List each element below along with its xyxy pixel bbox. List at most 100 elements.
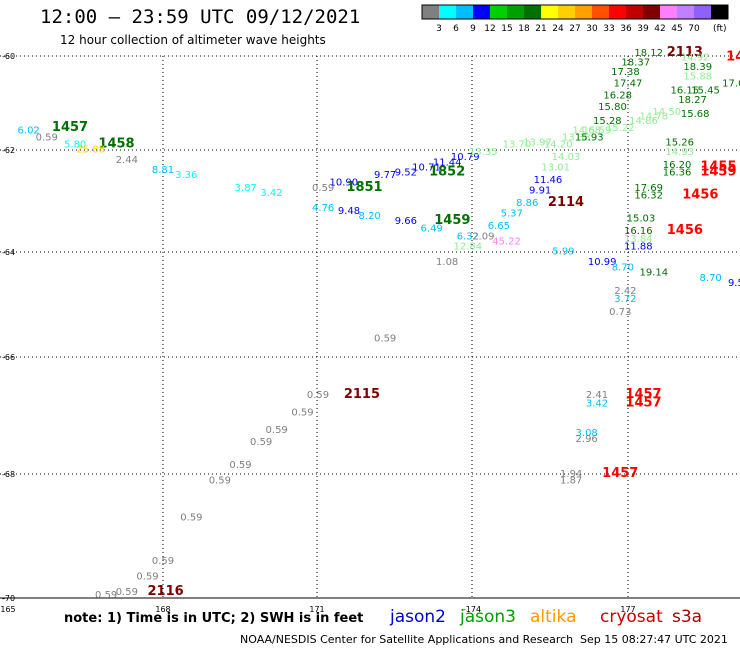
satellite-jason2: jason2 xyxy=(390,607,446,627)
wave-height-label: 9.77 xyxy=(374,170,396,181)
wave-height-label: 2.41 xyxy=(586,390,608,401)
wave-height-label: 0.59 xyxy=(116,587,138,598)
lon-label: 165 xyxy=(0,605,15,614)
credit-text: NOAA/NESDIS Center for Satellite Applica… xyxy=(240,633,574,646)
legend-label: 45 xyxy=(671,24,682,34)
legend-swatch xyxy=(711,5,728,19)
lat-label: -62 xyxy=(2,146,15,155)
time-label: 2115 xyxy=(344,387,380,402)
wave-height-label: 10.79 xyxy=(451,152,480,163)
wave-height-label: 18.27 xyxy=(678,95,707,106)
satellite-jason3: jason3 xyxy=(460,607,516,627)
time-label: 1456 xyxy=(682,187,718,202)
legend-swatch xyxy=(694,5,711,19)
wave-height-label: 0.59 xyxy=(291,408,313,419)
legend-label: 6 xyxy=(453,24,459,34)
legend-label: 42 xyxy=(654,24,665,34)
legend-swatch xyxy=(609,5,626,19)
wave-height-label: 1.94 xyxy=(560,469,582,480)
satellite-altika: altika xyxy=(530,607,577,627)
wave-height-label: 14.20 xyxy=(544,140,573,151)
legend-swatch xyxy=(677,5,694,19)
wave-height-label: 15.28 xyxy=(593,116,622,127)
wave-height-label: 2.96 xyxy=(576,434,598,445)
wave-height-label: 13.70 xyxy=(503,140,532,151)
wave-height-label: 18.39 xyxy=(683,62,712,73)
wave-height-label: 8.70 xyxy=(700,273,722,284)
wave-height-label: 9.53 xyxy=(728,278,740,289)
time-label: 1458 xyxy=(98,137,134,152)
wave-height-label: 4.76 xyxy=(312,203,334,214)
wave-height-label: 13.97 xyxy=(523,137,552,148)
wave-height-label: 15.68 xyxy=(681,109,710,120)
color-legend: 3 6 9 12 15 18 21 24 27 30 33 36 39 42 45 70 (ft) xyxy=(421,4,729,34)
wave-height-label: 13.35 xyxy=(469,147,498,158)
time-label: 2116 xyxy=(147,584,183,599)
wave-height-label: 8.70 xyxy=(612,262,634,273)
wave-height-label: 15.88 xyxy=(683,72,712,83)
wave-height-label: 2.42 xyxy=(614,286,636,297)
wave-height-label: 3.87 xyxy=(235,183,257,194)
wave-height-label: 0.59 xyxy=(209,475,231,486)
map-title: 12:00 – 23:59 UTC 09/12/2021 xyxy=(40,6,361,28)
wave-height-label: 6.65 xyxy=(488,221,510,232)
wave-height-label: 6.49 xyxy=(421,224,443,235)
legend-swatch xyxy=(524,5,541,19)
lon-label: 168 xyxy=(155,605,170,614)
time-label: 1459 xyxy=(700,165,736,180)
wave-height-label: 0.59 xyxy=(250,437,272,448)
time-label: 1456 xyxy=(667,223,703,238)
wave-height-label: 11.46 xyxy=(534,175,563,186)
legend-label: 27 xyxy=(569,24,580,34)
units-note: note: 1) Time is in UTC; 2) SWH is in fe… xyxy=(64,611,364,626)
legend-swatch xyxy=(558,5,575,19)
wave-height-label: 0.59 xyxy=(136,571,158,582)
wave-height-label: 8.81 xyxy=(152,165,174,176)
time-label: 2114 xyxy=(548,195,584,210)
legend-swatch xyxy=(473,5,490,19)
wave-height-label: 14.78 xyxy=(640,111,669,122)
legend-swatch xyxy=(575,5,592,19)
wave-height-label: 5.80 xyxy=(64,140,86,151)
lat-label: -66 xyxy=(2,353,15,362)
legend-unit: (ft) xyxy=(713,24,727,34)
legend-label: 15 xyxy=(501,24,512,34)
legend-swatch xyxy=(422,5,439,19)
time-label: 1457 xyxy=(625,396,661,411)
wave-height-label: 11.44 xyxy=(433,157,462,168)
time-label: 1457 xyxy=(52,120,88,135)
wave-height-label: 16.36 xyxy=(663,168,692,179)
wave-height-label: 17.38 xyxy=(611,67,640,78)
wave-height-label: 14.68 xyxy=(572,126,601,137)
wave-height-label: 0.59 xyxy=(266,425,288,436)
wave-height-label: 0.59 xyxy=(374,333,396,344)
wave-height-label: 9.66 xyxy=(395,216,417,227)
wave-height-label: 16.15 xyxy=(671,86,700,97)
map-subtitle: 12 hour collection of altimeter wave hei… xyxy=(60,33,326,47)
time-label: 1455 xyxy=(700,159,736,174)
wave-height-label: 1.08 xyxy=(436,257,458,268)
wave-height-label: 9.48 xyxy=(338,206,360,217)
wave-height-label: 15.45 xyxy=(691,86,720,97)
legend-swatch xyxy=(592,5,609,19)
wave-height-label: 15.26 xyxy=(665,137,694,148)
wave-height-label: 19.14 xyxy=(640,268,669,279)
wave-height-label: 13.84 xyxy=(624,234,653,245)
wave-height-label: 18.12 xyxy=(634,48,663,59)
time-label: 1455 xyxy=(726,50,740,65)
wave-height-label: 10.71 xyxy=(412,162,441,173)
wave-height-label: 15.03 xyxy=(627,213,656,224)
legend-swatch xyxy=(439,5,456,19)
legend-swatch xyxy=(541,5,558,19)
wave-height-label: 6.02 xyxy=(18,126,40,137)
wave-height-label: 0.59 xyxy=(180,513,202,524)
legend-swatch xyxy=(626,5,643,19)
wave-height-label: 12.84 xyxy=(454,241,483,252)
wave-height-label: 15.22 xyxy=(606,123,635,134)
legend-swatch xyxy=(660,5,677,19)
wave-height-label: 17.08 xyxy=(722,79,740,90)
wave-height-label: 16.20 xyxy=(663,160,692,171)
wave-height-label: 17.69 xyxy=(634,183,663,194)
